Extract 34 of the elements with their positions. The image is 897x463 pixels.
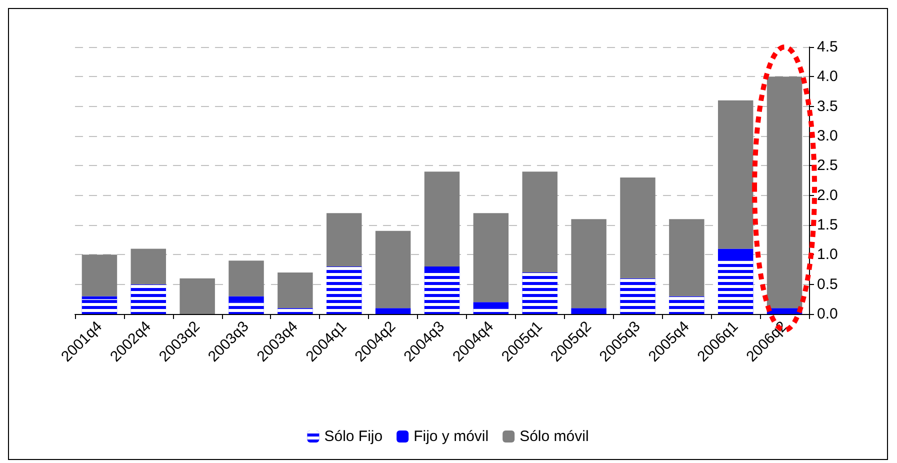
y-tick-label: 3.5 bbox=[817, 98, 838, 115]
bar bbox=[571, 308, 606, 314]
bar bbox=[82, 254, 118, 296]
bar bbox=[375, 230, 411, 308]
bar bbox=[718, 100, 754, 249]
bar bbox=[718, 248, 754, 261]
legend-label: Sólo móvil bbox=[520, 428, 589, 445]
y-tick-label: 2.0 bbox=[817, 186, 838, 204]
bar bbox=[620, 178, 656, 278]
bar bbox=[473, 213, 509, 302]
bar bbox=[82, 296, 118, 300]
y-tick-label: 2.5 bbox=[817, 157, 838, 174]
y-tick-label: 0.5 bbox=[817, 276, 838, 293]
bar bbox=[375, 308, 411, 314]
bar bbox=[669, 219, 704, 296]
bar bbox=[473, 302, 509, 308]
y-tick-label: 0.0 bbox=[817, 306, 838, 322]
bar bbox=[130, 248, 166, 284]
legend-label: Fijo y móvil bbox=[414, 428, 489, 445]
bar bbox=[424, 266, 460, 272]
y-tick-label: 3.0 bbox=[817, 128, 838, 144]
bar bbox=[571, 219, 606, 308]
bar bbox=[278, 272, 313, 308]
bar bbox=[424, 172, 460, 267]
y-tick-label: 4.0 bbox=[817, 68, 838, 86]
bar bbox=[228, 260, 264, 296]
legend-label: Sólo Fijo bbox=[324, 428, 383, 445]
bar bbox=[522, 172, 558, 272]
bar bbox=[228, 296, 264, 302]
y-tick-label: 1.0 bbox=[817, 246, 838, 264]
bar bbox=[326, 213, 362, 267]
y-tick-label: 1.5 bbox=[817, 216, 838, 234]
bar bbox=[180, 278, 215, 314]
y-tick-label: 4.5 bbox=[817, 38, 838, 56]
